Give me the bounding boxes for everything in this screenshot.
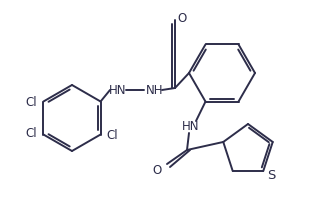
Text: HN: HN xyxy=(182,120,200,132)
Text: Cl: Cl xyxy=(107,129,118,142)
Text: O: O xyxy=(152,163,162,176)
Text: S: S xyxy=(267,169,276,182)
Text: O: O xyxy=(177,12,187,25)
Text: HN: HN xyxy=(109,83,127,97)
Text: Cl: Cl xyxy=(26,96,37,109)
Text: Cl: Cl xyxy=(26,127,37,140)
Text: NH: NH xyxy=(146,83,164,97)
